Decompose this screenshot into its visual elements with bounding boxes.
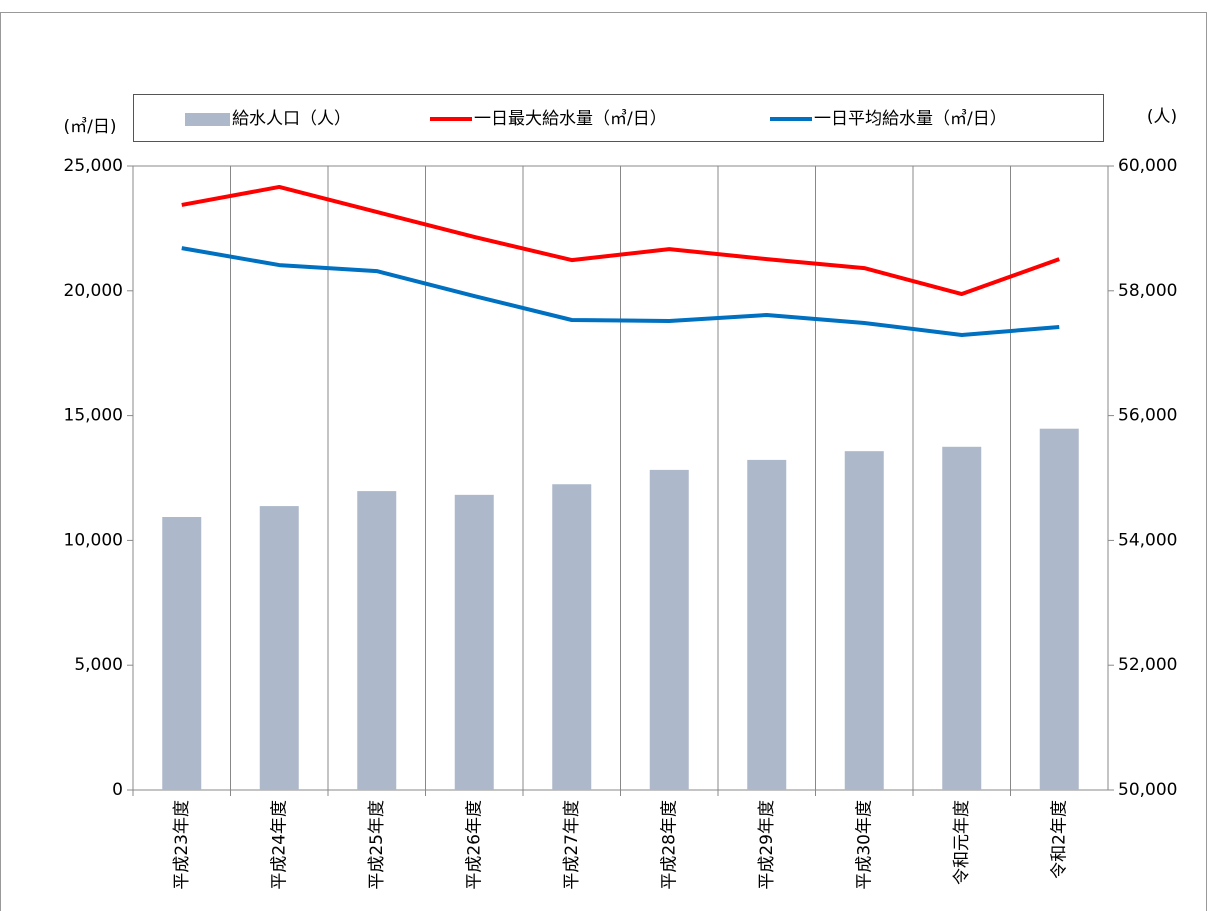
x-tick-label: 平成26年度 <box>464 800 484 890</box>
legend-swatch <box>185 113 230 126</box>
y-tick-label: 20,000 <box>64 281 123 301</box>
x-tick-label: 平成28年度 <box>659 800 679 890</box>
x-tick-label: 平成27年度 <box>562 800 582 890</box>
bar <box>162 517 202 790</box>
x-tick-label: 平成24年度 <box>269 800 289 890</box>
bar <box>259 506 299 790</box>
x-tick-label: 平成25年度 <box>367 800 387 890</box>
y-tick-label: 5,000 <box>74 655 123 675</box>
bar <box>1039 428 1079 790</box>
y2-axis-label: (人) <box>1147 107 1177 127</box>
y2-tick-label: 52,000 <box>1118 655 1177 675</box>
line <box>181 184 1060 297</box>
bar <box>942 446 982 790</box>
bar <box>454 494 494 790</box>
x-tick-label: 令和元年度 <box>952 800 972 885</box>
x-tick-label: 平成30年度 <box>854 800 874 890</box>
bar <box>844 451 884 790</box>
y-tick-label: 0 <box>112 780 123 800</box>
y-tick-label: 10,000 <box>64 530 123 550</box>
y-tick-label: 25,000 <box>64 156 123 176</box>
y2-tick-label: 58,000 <box>1118 281 1177 301</box>
y2-tick-label: 50,000 <box>1118 780 1177 800</box>
x-tick-label: 令和2年度 <box>1049 800 1069 879</box>
y2-tick-label: 56,000 <box>1118 406 1177 426</box>
bar <box>552 484 592 790</box>
x-tick-label: 平成23年度 <box>172 800 192 890</box>
bar <box>649 469 689 790</box>
legend-label: 給水人口（人） <box>232 109 351 129</box>
y-tick-label: 15,000 <box>64 406 123 426</box>
line <box>181 246 1060 337</box>
legend-label: 一日最大給水量（㎥/日） <box>474 109 667 129</box>
y2-tick-label: 60,000 <box>1118 156 1177 176</box>
bar <box>747 459 787 790</box>
legend-label: 一日平均給水量（㎥/日） <box>814 109 1007 129</box>
bar <box>357 491 397 790</box>
y-axis-label: (㎥/日) <box>64 117 117 137</box>
x-tick-label: 平成29年度 <box>757 800 777 890</box>
chart-frame <box>0 12 1207 911</box>
y2-tick-label: 54,000 <box>1118 530 1177 550</box>
legend-box <box>133 94 1104 142</box>
